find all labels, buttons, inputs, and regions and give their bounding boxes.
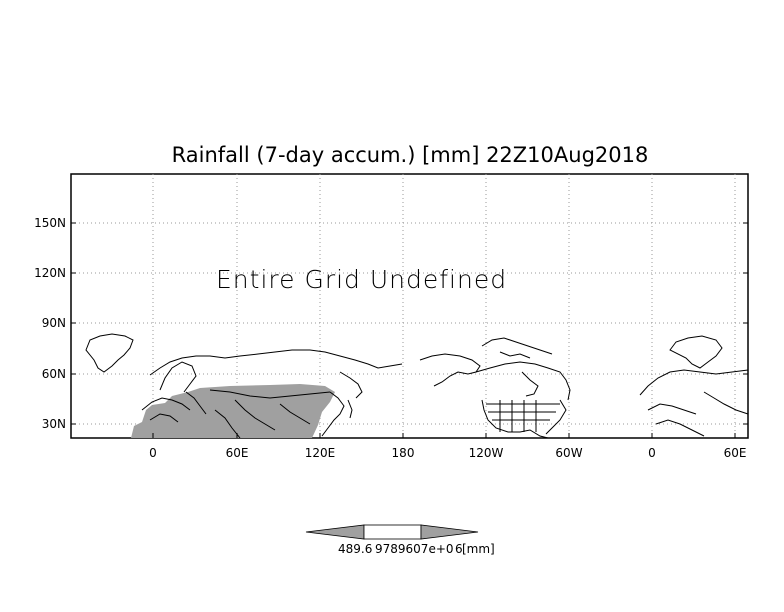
lat-tick-marks (71, 222, 748, 425)
colorbar-mid-label: 6 (455, 542, 463, 556)
lon-label: 180 (392, 446, 415, 460)
lat-label: 150N (34, 216, 66, 230)
colorbar-center-label: 9789607e+0 (375, 542, 454, 556)
lon-label: 60E (724, 446, 747, 460)
lat-label: 90N (42, 316, 66, 330)
colorbar-left-arrow (305, 524, 365, 540)
map-title: Rainfall (7-day accum.) [mm] 22Z10Aug201… (172, 143, 649, 167)
colorbar-right-arrow (420, 524, 479, 540)
colorbar-unit-label: [mm] (462, 542, 495, 556)
colorbar (305, 524, 479, 540)
colorbar-left-label: 489.6 (338, 542, 372, 556)
lon-label: 60E (226, 446, 249, 460)
coastlines (85, 333, 749, 439)
lat-label: 60N (42, 367, 66, 381)
lon-label: 60W (555, 446, 582, 460)
undefined-grid-message: Entire Grid Undefined (216, 265, 507, 294)
land-mask-eurasia (131, 384, 335, 438)
colorbar-swatch (363, 524, 422, 540)
lon-label: 0 (149, 446, 157, 460)
lat-label: 30N (42, 417, 66, 431)
lon-label: 120E (305, 446, 336, 460)
lat-label: 120N (34, 266, 66, 280)
lon-label: 120W (469, 446, 504, 460)
lon-tick-marks (152, 433, 736, 438)
lon-label: 0 (648, 446, 656, 460)
